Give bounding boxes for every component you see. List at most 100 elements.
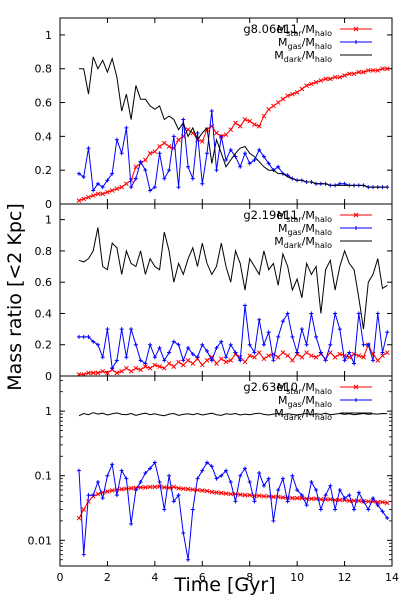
data-point-star (375, 358, 381, 363)
data-point-gas (371, 358, 376, 363)
data-point-gas (110, 462, 115, 467)
y-tick-label: 0.01 (28, 534, 53, 547)
y-axis-title: Mass ratio [<2 Kpc] (4, 203, 26, 391)
y-tick-label: 0.8 (35, 63, 53, 76)
data-point-star (176, 359, 181, 365)
data-point-gas (290, 473, 295, 478)
data-point-star (218, 356, 224, 362)
data-point-star (280, 495, 286, 500)
data-point-gas (91, 188, 96, 193)
data-point-gas (276, 488, 281, 493)
data-point-gas (214, 345, 219, 350)
data-point-star (86, 370, 91, 376)
legend-label-dark: Mdark/Mhalo (274, 49, 332, 64)
data-point-star (380, 66, 385, 72)
legend-label-star: Mstar/Mhalo (277, 209, 332, 224)
data-point-gas (271, 358, 276, 363)
data-point-gas (285, 311, 290, 316)
x-tick-label: 0 (57, 571, 64, 584)
data-point-gas (205, 151, 210, 156)
data-point-star (133, 365, 139, 371)
data-point-star (361, 69, 366, 75)
data-point-gas (347, 493, 352, 498)
legend-marker-star (353, 212, 359, 218)
data-point-gas (186, 164, 191, 169)
data-point-star (304, 83, 309, 88)
data-point-star (242, 492, 248, 498)
data-point-gas (328, 483, 333, 488)
data-point-star (86, 194, 91, 200)
data-point-gas (114, 137, 119, 142)
data-point-gas (176, 342, 181, 347)
data-point-gas (76, 171, 81, 176)
data-point-gas (219, 134, 224, 139)
data-point-gas (110, 366, 115, 371)
data-point-star (218, 490, 224, 496)
data-point-gas (138, 358, 143, 363)
data-point-star (290, 358, 295, 363)
data-point-gas (375, 503, 380, 508)
data-point-star (384, 66, 390, 72)
data-point-gas (209, 464, 214, 469)
data-point-star (128, 368, 134, 374)
data-point-gas (295, 488, 300, 493)
data-point-star (133, 164, 139, 170)
data-point-star (266, 106, 272, 112)
data-point-star (327, 350, 333, 355)
data-point-star (95, 491, 101, 497)
data-point-gas (100, 496, 105, 501)
legend-marker-gas (354, 40, 358, 44)
data-point-star (185, 358, 191, 363)
data-point-gas (119, 468, 124, 473)
data-point-gas (157, 151, 162, 156)
legend-marker-star (353, 26, 359, 32)
data-point-star (280, 96, 286, 102)
data-point-gas (314, 334, 319, 339)
legend-label-gas: Mgas/Mhalo (278, 36, 332, 51)
data-point-gas (295, 350, 300, 355)
legend-label-star: Mstar/Mhalo (277, 23, 332, 38)
data-point-gas (200, 181, 205, 186)
data-point-star (138, 367, 143, 373)
data-point-star (105, 189, 110, 195)
data-point-star (356, 353, 362, 359)
data-point-gas (380, 509, 385, 514)
data-point-star (161, 485, 167, 490)
data-point-star (261, 113, 267, 119)
data-point-gas (247, 161, 252, 166)
data-point-star (375, 68, 381, 73)
data-point-star (143, 157, 148, 163)
data-point-gas (280, 319, 285, 324)
data-point-star (361, 354, 366, 360)
data-point-star (199, 362, 205, 368)
panel-label: g8.06e11 (243, 22, 298, 36)
data-point-gas (233, 350, 238, 355)
data-point-star (299, 86, 305, 92)
y-tick-label: 1 (45, 405, 52, 418)
data-point-star (114, 186, 120, 192)
data-point-gas (261, 154, 266, 159)
data-point-star (95, 191, 101, 197)
data-point-gas (233, 499, 238, 504)
data-point-star (380, 499, 385, 505)
x-tick-label: 12 (338, 571, 352, 584)
data-point-gas (86, 146, 91, 151)
data-point-star (285, 93, 291, 99)
data-point-star (337, 351, 343, 357)
data-point-gas (176, 185, 181, 190)
data-point-star (76, 198, 82, 203)
data-point-gas (205, 460, 210, 465)
y-tick-label: 0.6 (35, 276, 53, 289)
data-point-star (380, 353, 385, 359)
data-point-gas (214, 476, 219, 481)
data-point-star (294, 495, 300, 501)
data-point-star (242, 359, 248, 365)
data-point-gas (138, 479, 143, 484)
data-point-gas (385, 330, 390, 335)
data-point-gas (105, 178, 110, 183)
data-point-gas (133, 488, 138, 493)
data-point-star (214, 130, 219, 136)
data-point-star (133, 485, 139, 491)
data-point-gas (162, 507, 167, 512)
panel-2: 0 0.2 0.4 0.6 0.8 1 g2.19e11Mstar/MhaloMgas/Mh… (35, 203, 393, 383)
